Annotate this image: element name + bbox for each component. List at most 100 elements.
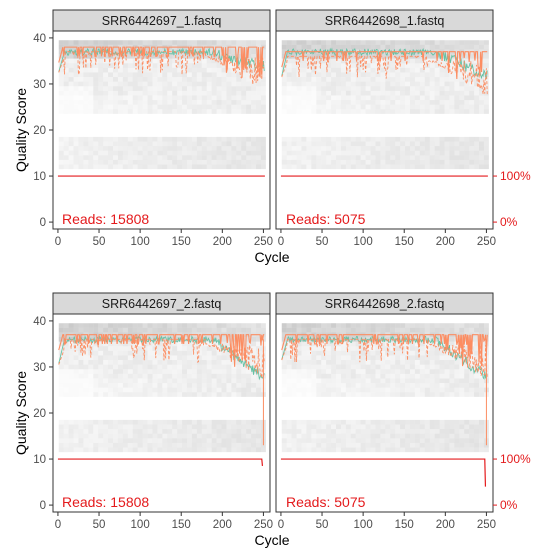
heatmap-tile <box>216 77 222 82</box>
heatmap-tile <box>127 346 133 351</box>
heatmap-tile <box>241 369 247 374</box>
heatmap-tile <box>355 373 361 379</box>
heatmap-tile <box>311 388 316 393</box>
heatmap-tile <box>301 44 307 50</box>
heatmap-tile <box>152 63 158 68</box>
heatmap-tile <box>211 164 217 170</box>
x-tick-label: 150 <box>395 236 414 248</box>
heatmap-tile <box>196 424 202 430</box>
heatmap-tile <box>345 373 351 379</box>
heatmap-tile <box>301 383 306 388</box>
heatmap-tile <box>142 104 148 110</box>
heatmap-tile <box>385 86 391 91</box>
heatmap-tile <box>216 419 222 425</box>
heatmap-tile <box>211 155 217 160</box>
heatmap-tile <box>137 364 143 370</box>
heatmap-tile <box>172 360 178 365</box>
heatmap-tile <box>454 49 460 55</box>
heatmap-tile <box>365 67 371 73</box>
heatmap-tile <box>355 104 361 110</box>
heatmap-tile <box>74 100 79 105</box>
heatmap-tile <box>191 447 197 453</box>
heatmap-tile <box>172 95 178 101</box>
heatmap-tile <box>434 109 440 114</box>
heatmap-tile <box>108 387 113 393</box>
heatmap-tile <box>331 419 336 425</box>
heatmap-tile <box>113 67 118 73</box>
heatmap-tile <box>360 323 366 328</box>
heatmap-tile <box>103 355 109 361</box>
heatmap-tile <box>474 346 480 351</box>
heatmap-tile <box>246 438 252 443</box>
heatmap-tile <box>132 90 138 96</box>
heatmap-tile <box>321 164 327 170</box>
heatmap-tile <box>395 58 401 64</box>
heatmap-tile <box>73 438 79 443</box>
heatmap-tile <box>286 327 292 333</box>
heatmap-tile <box>122 360 128 365</box>
heatmap-tile <box>186 40 192 45</box>
heatmap-tile <box>464 104 470 110</box>
heatmap-tile <box>108 438 113 443</box>
heatmap-tile <box>469 355 475 361</box>
heatmap-tile <box>113 429 118 434</box>
heatmap-tile <box>370 323 376 328</box>
heatmap-tile <box>103 58 109 64</box>
heatmap-tile <box>355 40 361 45</box>
heatmap-tile <box>311 81 317 87</box>
heatmap-tile <box>444 378 450 384</box>
heatmap-tile <box>414 350 420 356</box>
heatmap-tile <box>390 164 396 170</box>
heatmap-tile <box>93 447 99 453</box>
heatmap-tile <box>157 155 163 160</box>
cumulative-reads-line <box>280 458 487 487</box>
heatmap-tile <box>419 40 425 45</box>
heatmap-tile <box>260 95 266 101</box>
heatmap-tile <box>137 433 143 439</box>
heatmap-tile <box>355 383 361 388</box>
heatmap-tile <box>132 150 138 156</box>
heatmap-tile <box>311 327 317 333</box>
heatmap-tile <box>311 77 317 82</box>
heatmap-tile <box>221 378 227 384</box>
heatmap-tile <box>434 429 440 434</box>
heatmap-tile <box>331 438 336 443</box>
heatmap-tile <box>439 86 445 91</box>
heatmap-tile <box>177 150 183 156</box>
heatmap-tile <box>221 49 227 55</box>
heatmap-tile <box>459 90 465 96</box>
heatmap-tile <box>326 369 332 374</box>
heatmap-tile <box>177 72 183 78</box>
heatmap-tile <box>439 63 445 68</box>
heatmap-tile <box>340 392 346 397</box>
heatmap-tile <box>127 141 133 147</box>
heatmap-tile <box>216 67 222 73</box>
heatmap-tile <box>360 136 366 142</box>
heatmap-tile <box>63 323 69 328</box>
heatmap-tile <box>301 146 307 151</box>
heatmap-tile <box>63 360 69 365</box>
heatmap-tile <box>78 447 84 453</box>
heatmap-tile <box>395 95 401 101</box>
heatmap-tile <box>444 67 450 73</box>
heatmap-tile <box>127 95 133 101</box>
heatmap-tile <box>370 429 376 434</box>
heatmap-tile <box>251 67 257 73</box>
heatmap-tile <box>147 360 153 365</box>
heatmap-tile <box>326 433 332 439</box>
heatmap-tile <box>360 438 366 443</box>
heatmap-tile <box>117 337 123 342</box>
heatmap-tile <box>340 364 346 370</box>
heatmap-tile <box>196 373 202 379</box>
heatmap-tile <box>424 433 430 439</box>
heatmap-tile <box>93 90 99 96</box>
heatmap-tile <box>375 86 381 91</box>
heatmap-tile <box>360 378 366 384</box>
heatmap-tile <box>221 355 227 361</box>
heatmap-tile <box>286 67 292 73</box>
heatmap-tile <box>216 438 222 443</box>
heatmap-tile <box>172 155 178 160</box>
heatmap-tile <box>385 136 391 142</box>
heatmap-tile <box>311 424 317 430</box>
heatmap-tile <box>147 327 153 333</box>
